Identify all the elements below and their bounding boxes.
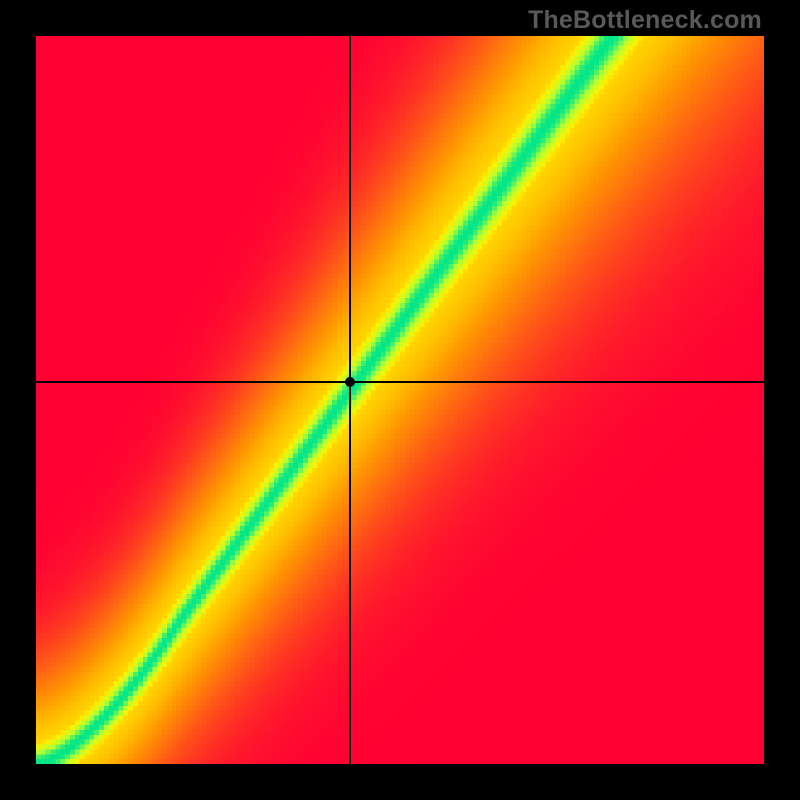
watermark-text: TheBottleneck.com <box>528 6 762 35</box>
crosshair-vertical <box>349 36 351 764</box>
crosshair-horizontal <box>36 381 764 383</box>
bottleneck-heatmap <box>36 36 764 764</box>
chart-container: { "canvas_css_px": 800, "border_px": 36,… <box>0 0 800 800</box>
